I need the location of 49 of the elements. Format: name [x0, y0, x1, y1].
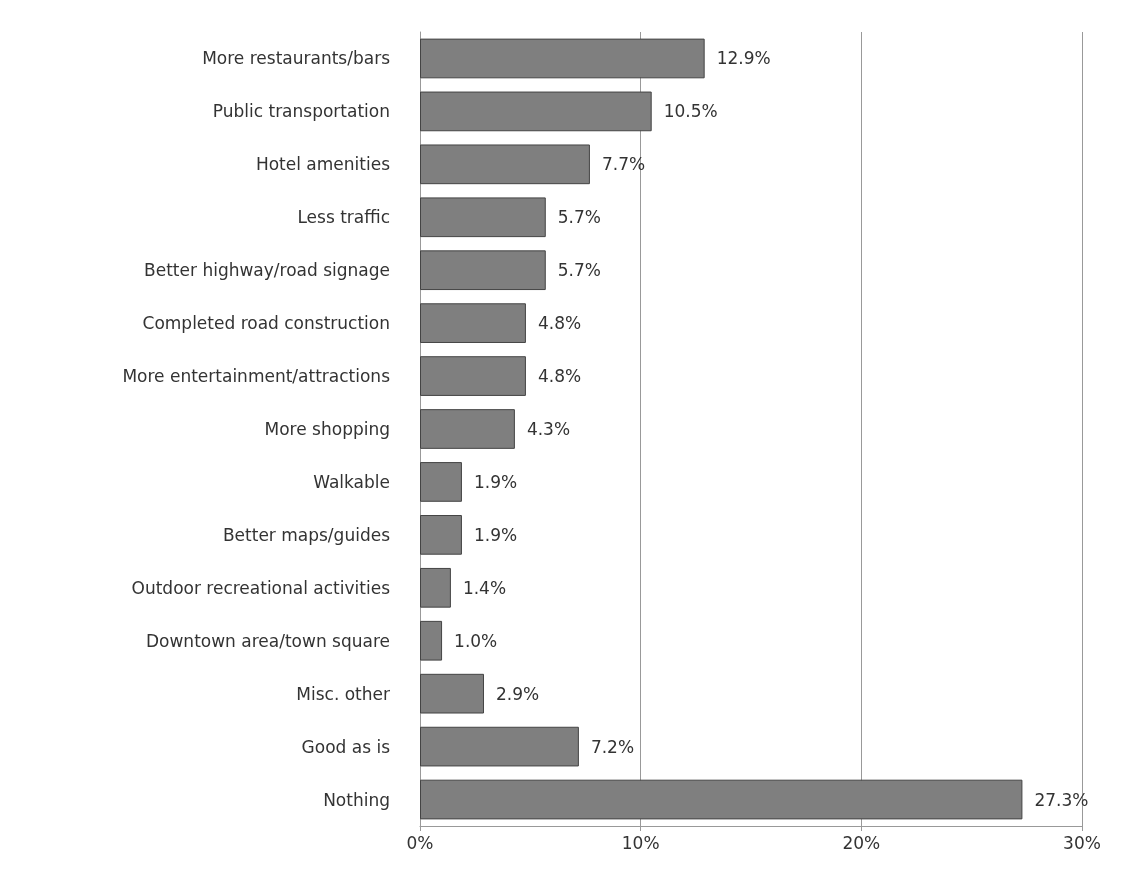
y-tick-label: Misc. other	[296, 683, 390, 704]
data-label: 1.9%	[473, 471, 518, 492]
y-tick-label: Public transportation	[212, 101, 390, 122]
y-tick-label: Better highway/road signage	[144, 260, 390, 281]
bar	[420, 144, 590, 185]
bar	[420, 567, 451, 608]
data-label: 1.4%	[462, 577, 507, 598]
y-tick-label: More restaurants/bars	[202, 48, 391, 69]
data-label: 4.3%	[526, 419, 571, 439]
y-tick-label: More entertainment/attractions	[122, 366, 391, 387]
y-tick-label: Outdoor recreational activities	[131, 577, 391, 598]
bar	[420, 462, 462, 502]
bar	[420, 250, 546, 291]
data-label: 5.7%	[557, 260, 601, 281]
y-tick-label: Hotel amenities	[255, 154, 391, 175]
bar	[420, 673, 484, 714]
x-tick-label: 0%	[406, 832, 434, 853]
data-label: 2.9%	[495, 683, 540, 704]
bar	[420, 38, 705, 79]
bar	[420, 726, 579, 767]
y-tick-label: Completed road construction	[142, 313, 390, 334]
bar	[420, 515, 462, 555]
data-label: 7.2%	[590, 736, 635, 757]
bar	[420, 620, 443, 661]
bar	[420, 409, 515, 449]
data-label: 1.9%	[473, 524, 518, 545]
data-label: 4.8%	[537, 313, 582, 334]
bar	[420, 779, 1023, 820]
x-tick-label: 20%	[842, 832, 881, 853]
bar	[420, 356, 526, 396]
y-tick-label: Better maps/guides	[222, 524, 391, 545]
x-tick-label: 10%	[621, 832, 660, 853]
data-label: 4.8%	[537, 366, 582, 387]
data-label: 1.0%	[454, 630, 498, 651]
y-tick-label: Less traffic	[297, 207, 390, 228]
data-label: 5.7%	[557, 207, 601, 228]
y-tick-label: Downtown area/town square	[145, 630, 390, 651]
data-label: 10.5%	[663, 101, 718, 122]
bar	[420, 303, 526, 343]
bar	[420, 197, 546, 238]
y-tick-label: Walkable	[313, 471, 390, 492]
data-label: 12.9%	[716, 48, 771, 69]
y-tick-label: Good as is	[301, 736, 391, 757]
y-tick-label: Nothing	[323, 789, 390, 810]
x-tick-label: 30%	[1063, 832, 1101, 853]
data-label: 7.7%	[601, 154, 646, 175]
bar	[420, 91, 652, 132]
y-tick-label: More shopping	[264, 419, 390, 439]
data-label: 27.3%	[1034, 789, 1089, 810]
